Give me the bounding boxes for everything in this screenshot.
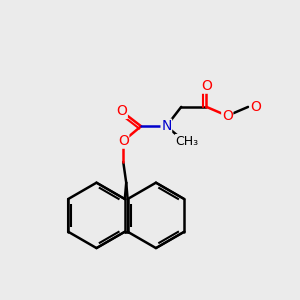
Text: N: N: [161, 119, 172, 133]
Text: O: O: [250, 100, 261, 114]
Text: O: O: [201, 79, 212, 93]
Text: O: O: [222, 109, 233, 123]
Text: O: O: [118, 134, 129, 148]
Text: O: O: [116, 104, 127, 118]
Text: CH₃: CH₃: [176, 135, 199, 148]
